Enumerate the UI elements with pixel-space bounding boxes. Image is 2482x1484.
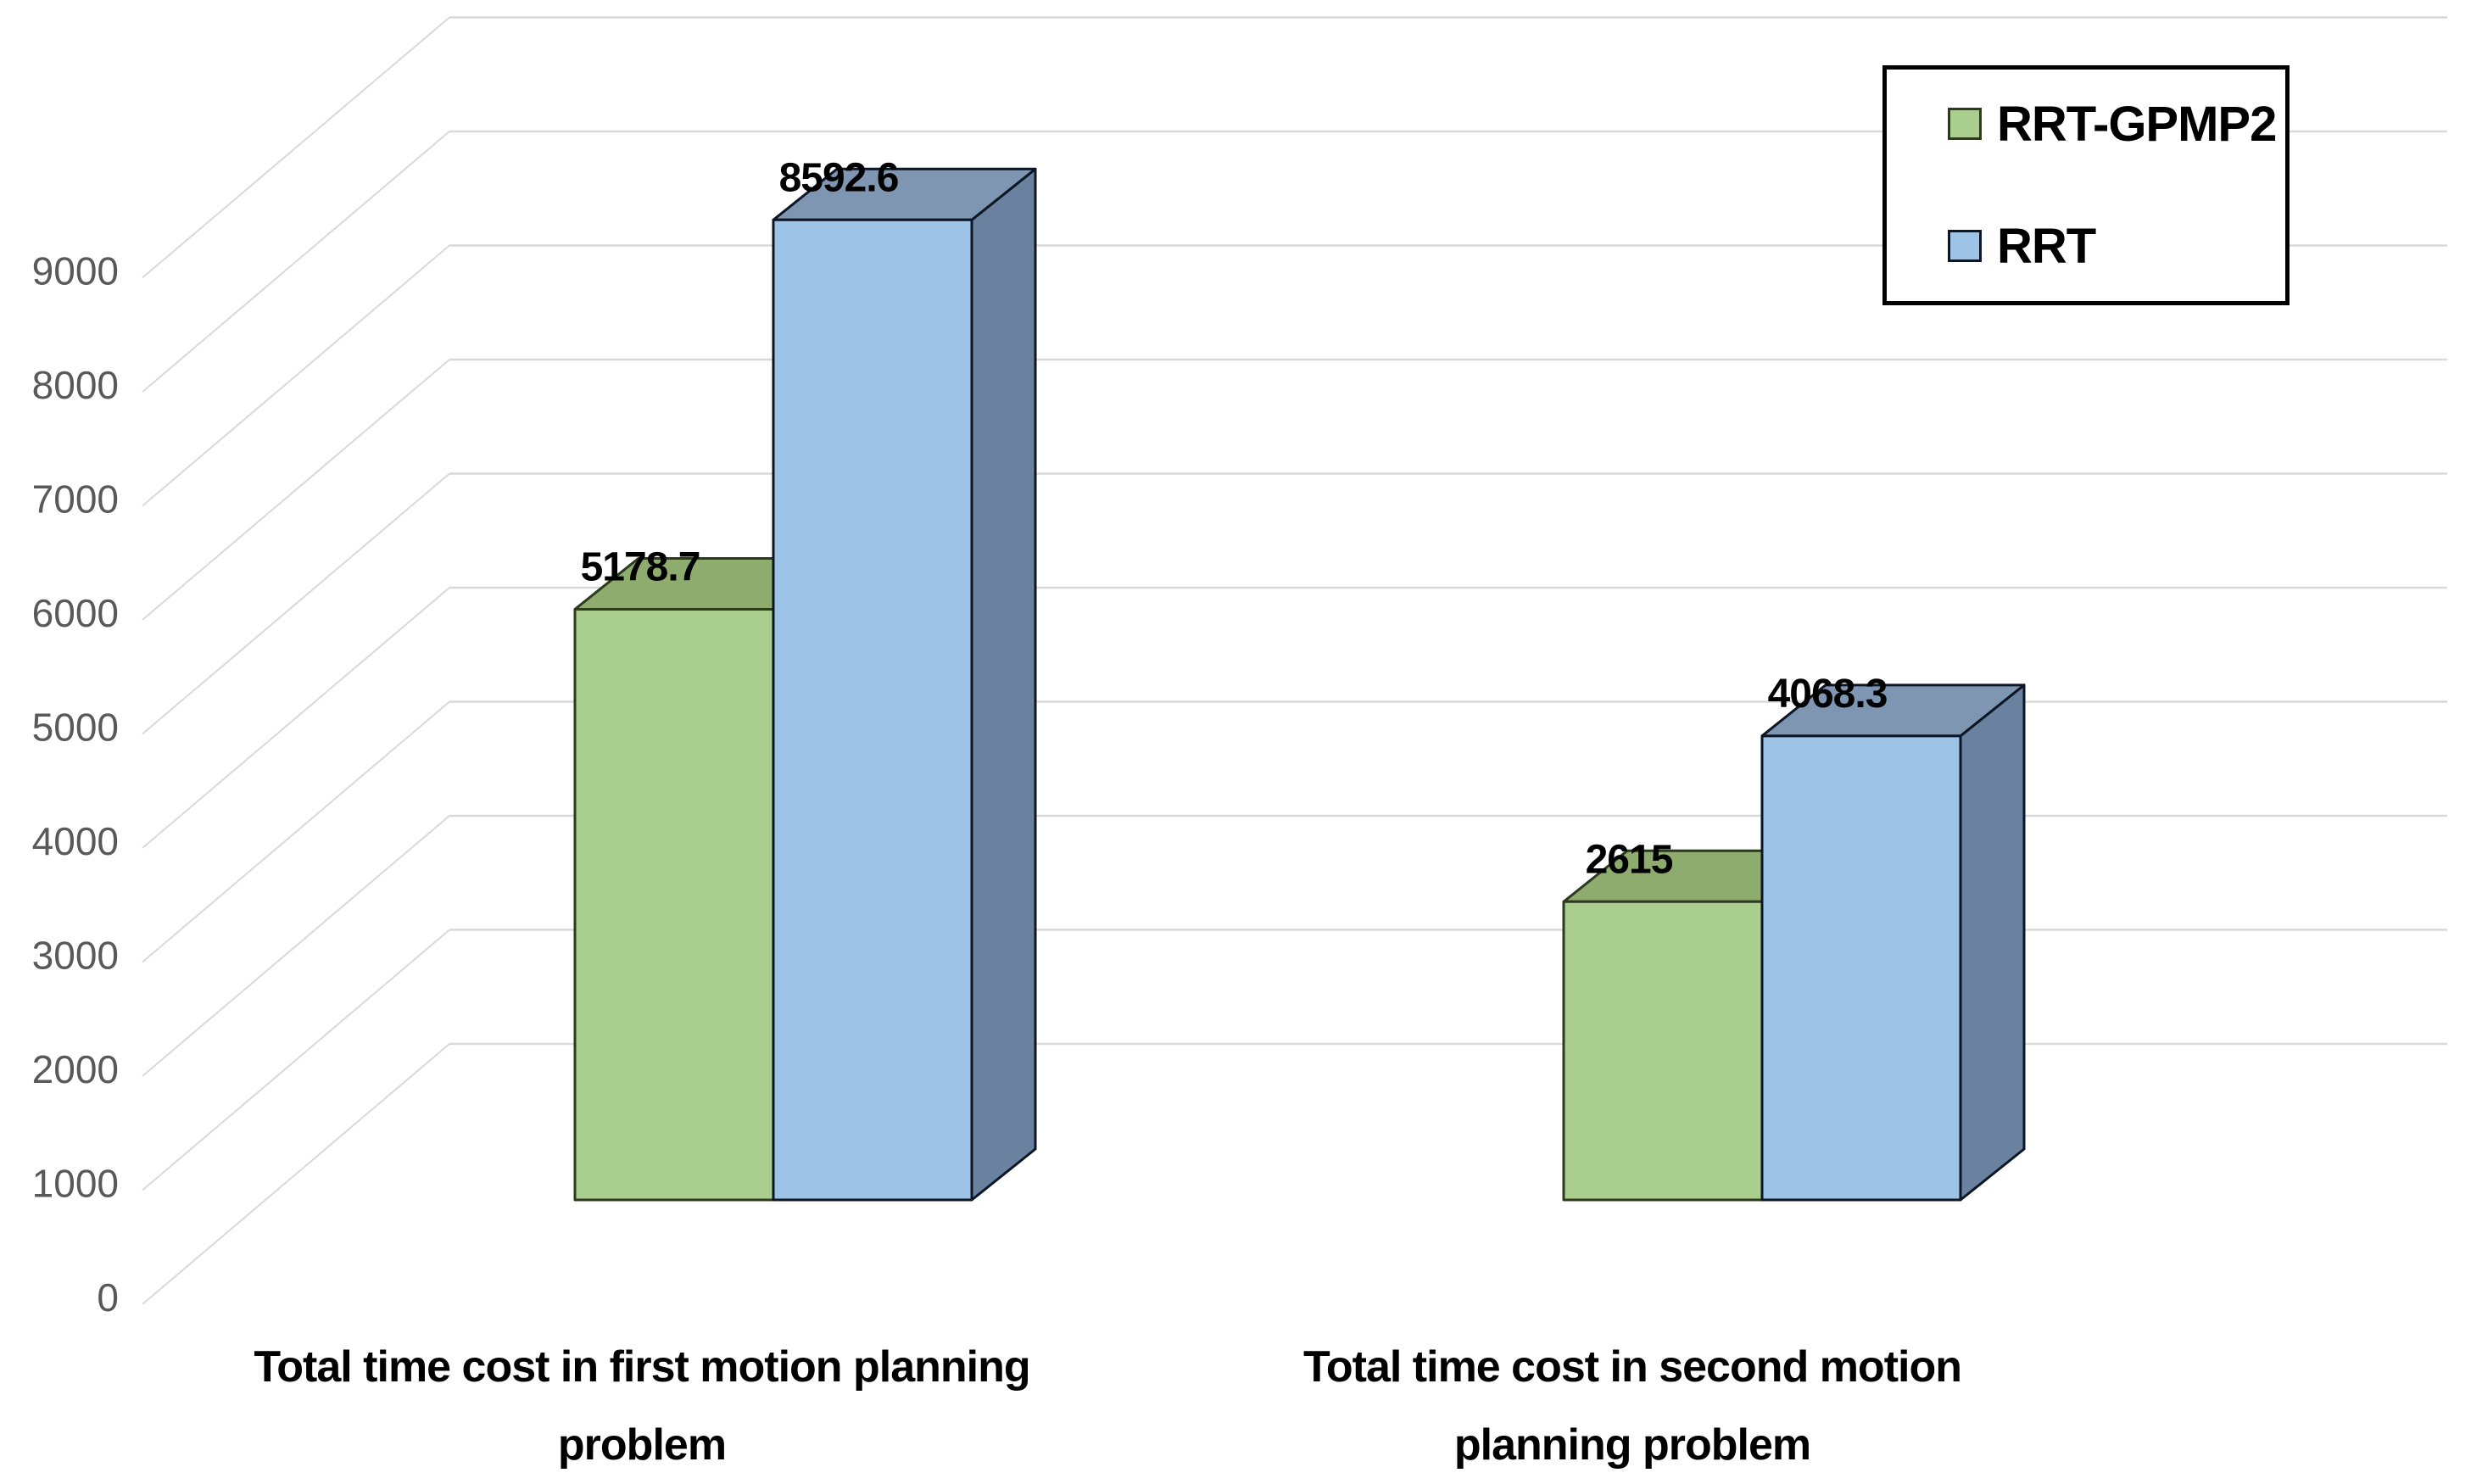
bar-rrt-cat1-data-label: 8592.6	[779, 155, 899, 200]
gridline-depth-tick-4000	[142, 587, 450, 849]
y-tick-label-3000: 3000	[32, 934, 119, 978]
category-label-first: Total time cost in first motion planning…	[48, 1328, 1235, 1484]
y-tick-label-9000: 9000	[32, 249, 119, 293]
gridline-depth-tick-5000	[142, 472, 450, 735]
legend-swatch-rrt	[1948, 230, 1982, 262]
bar-rrt-cat2-side-face	[1959, 683, 2026, 1202]
y-tick-label-6000: 6000	[32, 591, 119, 635]
y-tick-label-1000: 1000	[32, 1162, 119, 1206]
y-tick-label-0: 0	[97, 1275, 119, 1319]
bar-rrt-cat1-side-face	[970, 167, 1037, 1202]
category-label-line: problem	[557, 1420, 727, 1470]
category-label-line: Total time cost in second motion	[1303, 1342, 1962, 1392]
gridline-depth-tick-0	[142, 1043, 450, 1305]
gridline-depth-tick-1000	[142, 929, 450, 1191]
legend-label-rrt-gpmp2: RRT-GPMP2	[1997, 96, 2277, 152]
category-label-second: Total time cost in second motion plannin…	[1039, 1328, 2226, 1484]
gridline-depth-tick-3000	[142, 700, 450, 963]
y-tick-label-5000: 5000	[32, 706, 119, 750]
y-tick-label-7000: 7000	[32, 477, 119, 522]
legend-item-rrt: RRT	[1948, 214, 2096, 278]
legend: RRT-GPMP2 RRT	[1882, 65, 2290, 305]
legend-swatch-rrt-gpmp2	[1948, 108, 1982, 140]
bar-rrt-gpmp2-cat2-front-face	[1562, 900, 1764, 1202]
bar-rrt-cat2-data-label: 4068.3	[1768, 672, 1888, 717]
legend-label-rrt: RRT	[1997, 218, 2096, 274]
y-tick-label-4000: 4000	[32, 819, 119, 863]
y-tick-label-2000: 2000	[32, 1047, 119, 1091]
gridline-depth-tick-6000	[142, 359, 450, 621]
gridline-depth-tick-2000	[142, 815, 450, 1077]
gridline-depth-tick-9000	[142, 16, 450, 279]
bar-rrt-cat2-front-face	[1760, 734, 1962, 1202]
category-label-line: planning problem	[1453, 1420, 1811, 1470]
y-tick-label-8000: 8000	[32, 363, 119, 407]
category-label-line: Total time cost in first motion planning	[254, 1342, 1030, 1392]
bar-rrt-gpmp2-cat2-data-label: 2615	[1586, 837, 1673, 882]
legend-item-rrt-gpmp2: RRT-GPMP2	[1948, 92, 2277, 156]
gridline-depth-tick-7000	[142, 244, 450, 507]
bar-rrt-gpmp2-cat1-data-label: 5178.7	[581, 544, 700, 589]
bar-rrt-gpmp2-cat1-front-face	[573, 607, 775, 1202]
bar-rrt-cat1-front-face	[772, 218, 973, 1202]
gridline-depth-tick-8000	[142, 131, 450, 393]
